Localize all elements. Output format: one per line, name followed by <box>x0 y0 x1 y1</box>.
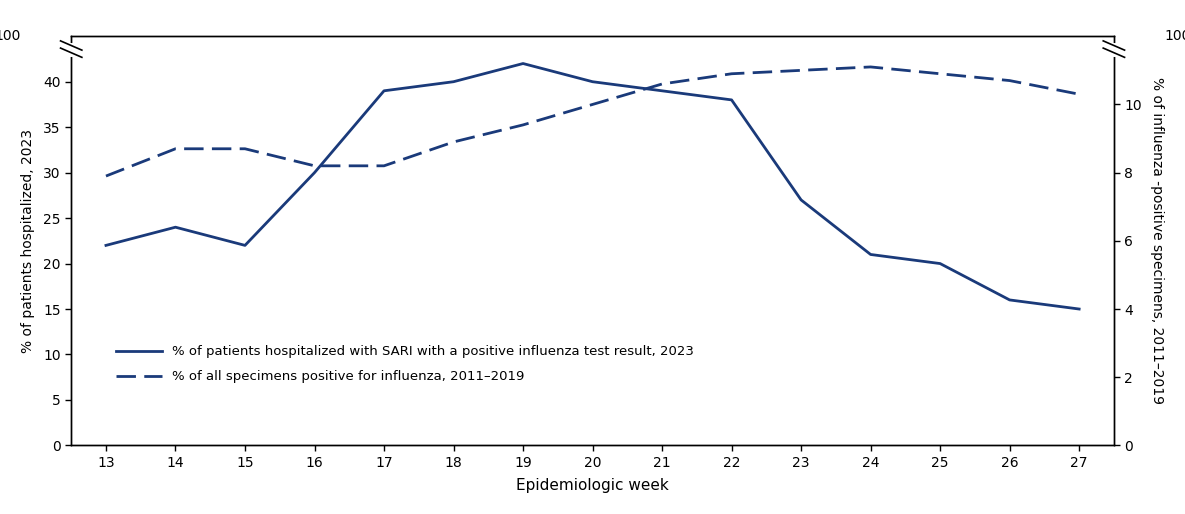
Text: 100: 100 <box>1164 29 1185 43</box>
Text: 100: 100 <box>0 29 21 43</box>
Y-axis label: % of influenza -positive specimens, 2011–2019: % of influenza -positive specimens, 2011… <box>1151 77 1164 405</box>
X-axis label: Epidemiologic week: Epidemiologic week <box>517 478 668 493</box>
Y-axis label: % of patients hospitalized, 2023: % of patients hospitalized, 2023 <box>21 129 34 353</box>
Legend: % of patients hospitalized with SARI with a positive influenza test result, 2023: % of patients hospitalized with SARI wit… <box>109 339 700 390</box>
